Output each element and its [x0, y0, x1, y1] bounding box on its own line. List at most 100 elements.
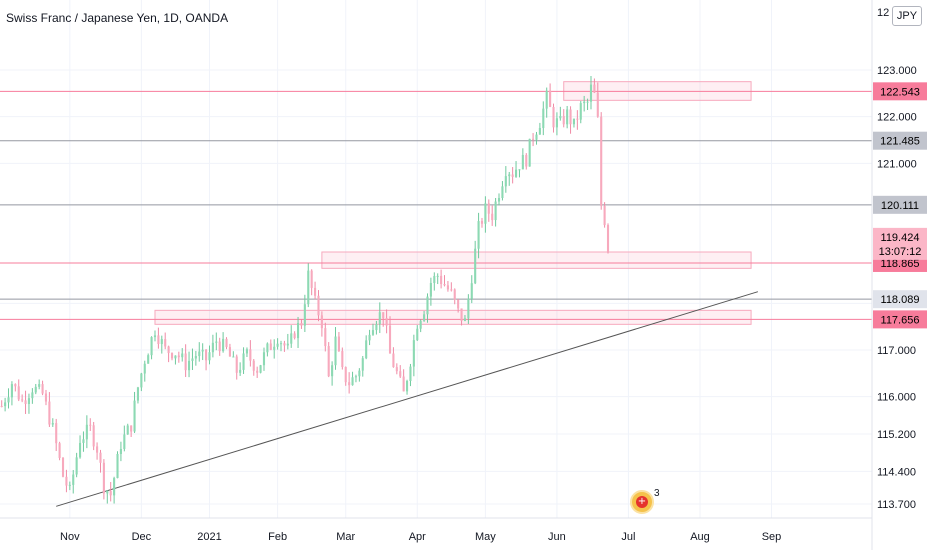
- candle-body: [198, 351, 201, 357]
- candle: [361, 355, 364, 377]
- candle: [201, 343, 204, 361]
- candle: [191, 348, 194, 371]
- y-tick-label: 123.000: [877, 65, 917, 77]
- candle: [358, 368, 361, 382]
- candle-body: [382, 312, 385, 319]
- candle: [416, 325, 419, 341]
- candle-body: [31, 392, 34, 399]
- candle: [102, 459, 105, 500]
- candle-body: [351, 377, 354, 386]
- candle: [218, 337, 221, 356]
- candle-body: [7, 397, 10, 403]
- candle-body: [38, 384, 41, 387]
- candle-body: [279, 343, 283, 345]
- candle-body: [167, 346, 170, 354]
- candle-body: [593, 84, 596, 93]
- candle: [14, 383, 17, 392]
- candle-body: [497, 198, 501, 202]
- candle-body: [205, 349, 208, 361]
- candle: [283, 340, 286, 352]
- candle: [153, 330, 157, 342]
- candle-body: [344, 366, 347, 383]
- candle-body: [470, 283, 473, 299]
- candle: [78, 435, 82, 459]
- candle-body: [259, 365, 262, 373]
- candle-body: [51, 423, 54, 425]
- candle: [48, 392, 51, 427]
- candle-body: [262, 352, 266, 366]
- candle: [167, 345, 170, 363]
- candle-body: [569, 109, 572, 125]
- candle: [17, 379, 20, 402]
- candle-body: [467, 298, 470, 319]
- last-price-tag: [873, 227, 927, 260]
- candle-body: [21, 399, 24, 401]
- candle: [385, 309, 388, 334]
- candle-body: [10, 384, 13, 398]
- swiss-flag-icon: +: [636, 496, 648, 508]
- candle: [140, 372, 143, 392]
- candle-body: [457, 299, 460, 309]
- candle: [453, 288, 456, 305]
- candle: [606, 223, 610, 254]
- candle: [300, 319, 303, 329]
- candle: [341, 347, 344, 370]
- y-tick-label-top: 12: [877, 7, 889, 19]
- candle-body: [65, 476, 68, 486]
- candle: [160, 335, 163, 354]
- candle: [225, 337, 228, 350]
- candle-body: [555, 118, 558, 128]
- candle: [307, 263, 310, 308]
- candle: [113, 476, 116, 504]
- candle: [501, 181, 504, 201]
- candle-body: [324, 328, 327, 347]
- candle-body: [82, 439, 85, 443]
- candle: [535, 131, 538, 145]
- currency-badge[interactable]: JPY: [892, 6, 922, 26]
- event-badge[interactable]: + 3: [630, 488, 674, 518]
- candle-body: [92, 425, 95, 447]
- candle-body: [191, 358, 194, 361]
- candle: [99, 449, 102, 473]
- candle: [467, 294, 470, 324]
- candle-body: [514, 169, 518, 177]
- candle: [293, 331, 296, 340]
- candle: [38, 379, 41, 390]
- candle-body: [34, 386, 37, 393]
- candle-body: [27, 398, 31, 405]
- candle-body: [133, 400, 136, 432]
- candle-body: [252, 360, 255, 371]
- candle: [89, 418, 92, 431]
- y-tick-label: 115.200: [877, 429, 916, 441]
- candle: [327, 342, 330, 378]
- candle-body: [89, 424, 92, 426]
- candle: [555, 112, 558, 136]
- candle: [365, 335, 368, 360]
- candle-body: [348, 382, 351, 386]
- candle-body: [201, 349, 204, 352]
- candle-body: [164, 339, 167, 347]
- candle: [354, 374, 358, 383]
- candle: [10, 381, 13, 406]
- y-tick-label: 116.000: [877, 392, 916, 404]
- candle: [549, 83, 552, 108]
- candle-body: [307, 270, 310, 305]
- candle: [68, 481, 71, 491]
- candle: [252, 359, 255, 376]
- candle-body: [310, 270, 313, 288]
- candle-body: [443, 283, 446, 286]
- candle: [559, 106, 562, 121]
- candle-body: [460, 308, 463, 321]
- candle: [181, 348, 184, 362]
- candle-body: [17, 386, 20, 400]
- candle-body: [48, 401, 51, 425]
- candle-body: [480, 221, 484, 224]
- candle-body: [242, 353, 245, 370]
- candle: [368, 329, 371, 346]
- candle-body: [61, 457, 65, 477]
- candle-body: [559, 116, 562, 119]
- candle: [235, 354, 238, 380]
- x-tick-label: May: [475, 531, 496, 543]
